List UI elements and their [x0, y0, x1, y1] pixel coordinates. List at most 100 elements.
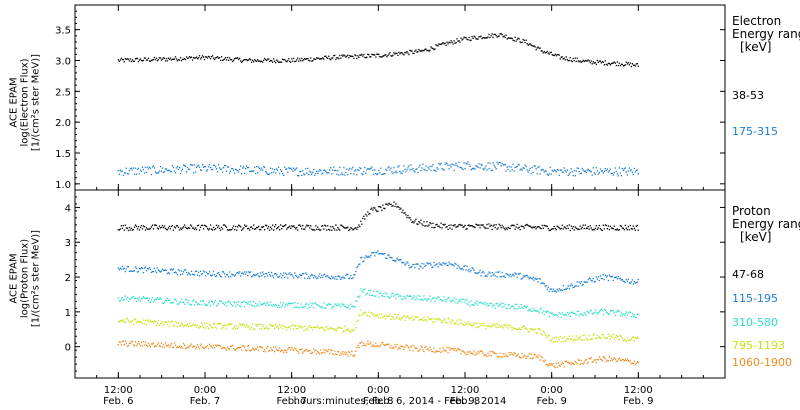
proton-data-point	[300, 325, 302, 327]
proton-data-point	[424, 319, 426, 321]
proton-data-point	[452, 320, 454, 322]
proton-data-point	[491, 228, 493, 231]
electron-data-point	[297, 175, 299, 177]
proton-data-point	[139, 268, 142, 270]
proton-data-point	[545, 363, 547, 366]
proton-data-point	[484, 275, 486, 277]
electron-data-point	[599, 168, 601, 170]
proton-data-point	[245, 326, 247, 329]
electron-data-point	[270, 60, 272, 62]
electron-data-point	[610, 173, 612, 175]
electron-data-point	[524, 41, 526, 44]
proton-data-point	[210, 275, 213, 277]
proton-data-point	[532, 226, 534, 228]
proton-data-point	[595, 361, 597, 363]
proton-data-point	[367, 293, 369, 295]
electron-data-point	[305, 58, 307, 61]
proton-data-point	[547, 286, 549, 289]
proton-data-point	[126, 227, 129, 229]
proton-data-point	[376, 210, 378, 212]
electron-data-point	[515, 40, 517, 42]
proton-data-point	[558, 338, 560, 341]
electron-data-point	[441, 43, 443, 45]
proton-data-point	[275, 346, 277, 348]
proton-data-point	[413, 318, 415, 321]
proton-data-point	[322, 276, 324, 279]
electron-data-point	[334, 170, 336, 172]
proton-data-point	[277, 306, 279, 308]
proton-data-point	[633, 340, 635, 342]
electron-data-point	[606, 168, 608, 170]
proton-data-point	[332, 226, 334, 228]
proton-data-point	[218, 344, 221, 346]
proton-data-point	[336, 353, 338, 356]
proton-data-point	[202, 326, 205, 329]
proton-data-point	[548, 315, 550, 318]
electron-data-point	[609, 64, 611, 66]
electron-data-point	[428, 168, 430, 170]
proton-data-point	[484, 301, 486, 303]
electron-data-point	[418, 166, 420, 168]
proton-data-point	[344, 227, 346, 229]
proton-data-point	[561, 362, 563, 364]
proton-data-point	[287, 327, 289, 329]
proton-data-point	[175, 322, 178, 324]
proton-data-point	[307, 329, 309, 331]
proton-data-point	[431, 351, 433, 353]
proton-data-point	[575, 335, 577, 337]
proton-data-point	[300, 303, 302, 305]
proton-data-point	[403, 261, 405, 264]
proton-data-point	[627, 359, 629, 362]
proton-data-point	[539, 329, 541, 331]
proton-data-point	[616, 360, 618, 362]
proton-data-point	[525, 274, 527, 276]
proton-data-point	[598, 336, 600, 338]
proton-data-point	[457, 225, 459, 227]
proton-data-point	[251, 226, 253, 228]
proton-data-point	[566, 287, 568, 289]
electron-data-point	[330, 167, 332, 169]
proton-data-point	[139, 345, 142, 347]
electron-data-point	[157, 172, 160, 174]
electron-data-point	[200, 169, 203, 171]
proton-data-point	[434, 351, 436, 353]
electron-data-point	[347, 173, 349, 176]
proton-data-point	[280, 224, 282, 226]
electron-data-point	[608, 170, 610, 172]
proton-data-point	[278, 304, 280, 306]
proton-data-point	[572, 312, 574, 314]
proton-data-point	[495, 353, 497, 355]
proton-data-point	[294, 272, 296, 274]
proton-data-point	[304, 305, 306, 308]
electron-data-point	[557, 169, 559, 171]
electron-data-point	[279, 61, 281, 63]
proton-data-point	[128, 321, 131, 323]
proton-data-point	[500, 356, 502, 358]
electron-data-point	[524, 164, 526, 166]
proton-data-point	[185, 346, 188, 349]
proton-data-point	[414, 299, 416, 301]
proton-data-point	[463, 301, 465, 303]
electron-data-point	[625, 171, 627, 173]
proton-data-point	[345, 305, 347, 308]
proton-data-point	[504, 276, 506, 278]
proton-data-point	[442, 300, 444, 302]
proton-data-point	[298, 352, 300, 354]
proton-data-point	[135, 225, 138, 227]
proton-data-point	[403, 315, 405, 317]
proton-data-point	[308, 224, 310, 227]
proton-data-point	[441, 227, 443, 229]
proton-data-point	[597, 276, 599, 278]
proton-data-point	[626, 337, 628, 339]
proton-data-point	[436, 263, 438, 265]
proton-data-point	[393, 201, 395, 203]
electron-data-point	[228, 57, 231, 59]
proton-data-point	[521, 277, 523, 280]
electron-data-point	[401, 172, 403, 175]
electron-data-point	[199, 169, 202, 171]
proton-data-point	[168, 299, 171, 301]
proton-data-point	[342, 351, 344, 353]
electron-data-point	[564, 59, 566, 61]
proton-data-point	[466, 299, 468, 301]
proton-data-point	[522, 325, 524, 327]
